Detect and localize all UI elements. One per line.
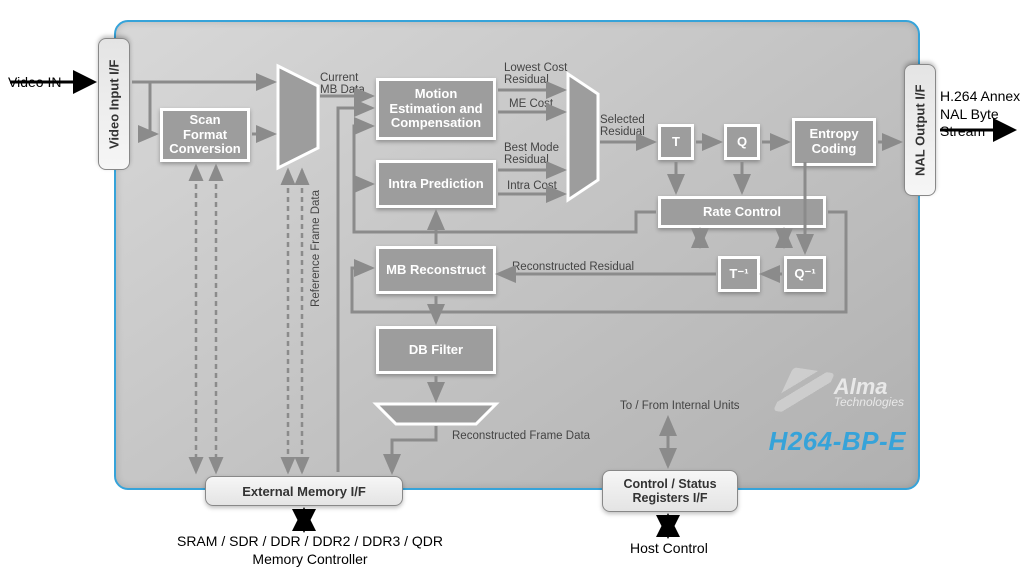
t-inverse-block: T⁻¹ [718,256,760,292]
company-name: Alma [834,377,904,397]
intra-cost-label: Intra Cost [507,180,557,192]
control-status-if: Control / Status Registers I/F [602,470,738,512]
chip-icon [773,367,835,417]
reference-frame-data-label: Reference Frame Data [310,190,322,307]
nal-output-if: NAL Output I/F [904,64,936,196]
memory-controller-label: SRAM / SDR / DDR / DDR2 / DDR3 / QDR Mem… [160,532,460,568]
intra-prediction-block: Intra Prediction [376,160,496,208]
scan-format-conversion-block: Scan Format Conversion [160,108,250,162]
t-block: T [658,124,694,160]
entropy-coding-block: Entropy Coding [792,118,876,166]
q-block: Q [724,124,760,160]
product-name: H264-BP-E [769,426,906,457]
mb-reconstruct-block: MB Reconstruct [376,246,496,294]
rate-control-block: Rate Control [658,196,826,228]
external-memory-if: External Memory I/F [205,476,403,506]
q-inverse-block: Q⁻¹ [784,256,826,292]
selected-residual-label: Selected Residual [600,114,645,138]
video-input-if: Video Input I/F [98,38,130,170]
best-mode-label: Best Mode Residual [504,142,559,166]
db-filter-block: DB Filter [376,326,496,374]
motion-estimation-block: Motion Estimation and Compensation [376,78,496,140]
current-mb-label: Current MB Data [320,72,365,96]
lowest-cost-label: Lowest Cost Residual [504,62,567,86]
reconstructed-frame-data-label: Reconstructed Frame Data [452,430,590,442]
to-from-internal-label: To / From Internal Units [620,400,740,412]
host-control-label: Host Control [630,540,708,556]
reconstructed-residual-label: Reconstructed Residual [512,261,634,273]
me-cost-label: ME Cost [509,98,553,110]
video-in-label: Video IN [8,74,61,90]
company-tagline: Technologies [834,397,904,408]
main-panel [114,20,920,490]
nal-out-label: H.264 Annex B NAL Byte Stream [940,88,1024,141]
company-logo: Alma Technologies [782,370,904,414]
